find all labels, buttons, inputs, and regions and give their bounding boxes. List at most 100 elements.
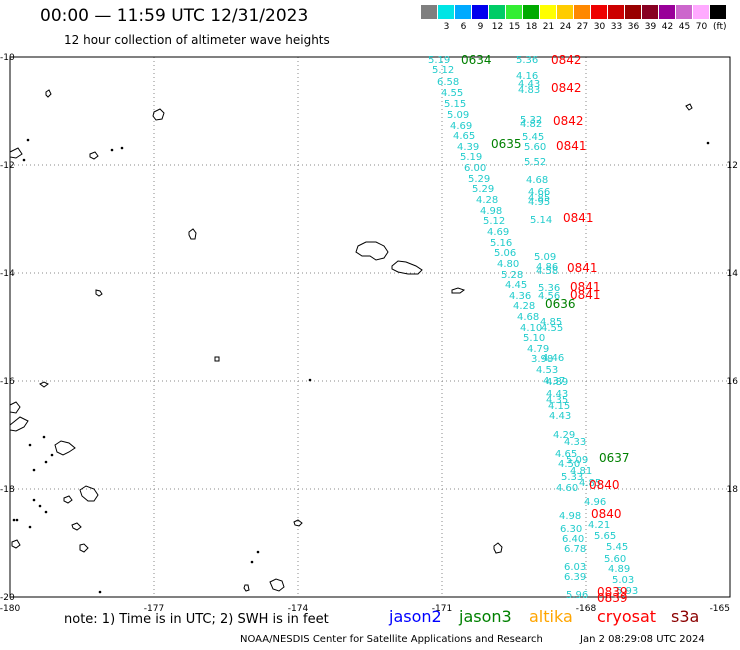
islet [12, 518, 16, 522]
swh-reading: 6.78 [564, 544, 586, 555]
swh-reading: 5.65 [594, 531, 616, 542]
swh-reading: 4.16 [516, 71, 538, 82]
island-outline [54, 440, 76, 456]
swh-reading: 6.39 [564, 572, 586, 583]
colorbar-cell [523, 5, 540, 19]
swh-reading: 4.66 [528, 187, 550, 198]
colorbar-tick-label: 30 [593, 22, 606, 32]
pass-time-label: 0637 [599, 451, 630, 465]
island-outline [214, 356, 220, 362]
island-outline [293, 519, 303, 527]
y-axis-label: -20 [0, 593, 15, 603]
swh-reading: 5.36 [538, 283, 560, 294]
pass-time-label: 0842 [551, 53, 582, 67]
swh-reading: 6.03 [564, 562, 586, 573]
colorbar-tick-label: 70 [695, 22, 708, 32]
colorbar-tick-label: 9 [477, 22, 484, 32]
legend-s3a: s3a [671, 607, 700, 626]
swh-reading: 5.45 [522, 132, 544, 143]
swh-reading: 5.19 [460, 152, 482, 163]
colorbar-tick-label: 33 [610, 22, 623, 32]
islet [42, 435, 46, 439]
swh-reading: 3.98 [531, 354, 553, 365]
swh-reading: 4.82 [520, 119, 542, 130]
pass-time-label: 0841 [556, 139, 587, 153]
units-note: note: 1) Time is in UTC; 2) SWH is in fe… [64, 612, 329, 627]
y-axis-label: -16 [0, 377, 15, 387]
island-outline [391, 260, 423, 275]
small-islets [12, 138, 710, 594]
swh-reading: 5.29 [472, 184, 494, 195]
island-outline [493, 542, 503, 554]
swh-reading: 5.12 [483, 216, 505, 227]
swh-reading: 4.56 [538, 291, 560, 302]
island-outline [39, 381, 49, 388]
swh-reading: 4.89 [608, 564, 630, 575]
swh-reading: 4.43 [546, 389, 568, 400]
islet [15, 518, 19, 522]
swh-reading: 6.30 [560, 524, 582, 535]
island-outline [9, 147, 23, 159]
swh-reading: 4.29 [553, 430, 575, 441]
pass-time-labels: 0634063506360637084208420842084108410841… [461, 53, 630, 605]
colorbar-tick-label: 24 [559, 22, 572, 32]
island-outline [9, 416, 29, 432]
colorbar-cell [472, 5, 489, 19]
y-axis-label: -14 [0, 269, 15, 279]
pass-time-label: 0840 [589, 478, 620, 492]
generated-timestamp: Jan 2 08:29:08 UTC 2024 [580, 634, 705, 645]
swh-reading: 5.15 [444, 99, 466, 110]
swh-reading: 5.93 [616, 586, 638, 597]
swh-reading: 4.98 [559, 511, 581, 522]
colorbar-cell [421, 5, 438, 19]
swh-reading: 4.28 [513, 301, 535, 312]
swh-reading: 5.09 [534, 252, 556, 263]
island-outline [95, 289, 103, 297]
pass-time-label: 0840 [591, 507, 622, 521]
island-outline [188, 228, 197, 240]
swh-reading: 5.03 [612, 575, 634, 586]
swh-reading: 4.68 [526, 175, 548, 186]
island-outline [269, 578, 285, 592]
colorbar-tick-labels: 3 6 9 12 15 18 21 24 27 30 33 36 39 42 45 70 [421, 22, 710, 32]
swh-reading: 4.15 [548, 401, 570, 412]
colorbar-cell [557, 5, 574, 19]
y-axis-label-right: 18 [727, 485, 739, 495]
island-outline [685, 103, 693, 111]
swh-reading: 4.95 [528, 197, 550, 208]
island-outline [355, 241, 389, 261]
islet [250, 560, 254, 564]
pass-time-label: 0841 [563, 211, 594, 225]
pass-time-label: 0636 [545, 297, 576, 311]
colorbar-cell [642, 5, 659, 19]
swh-reading: 5.19 [428, 55, 450, 66]
colorbar-cell [693, 5, 710, 19]
islet [28, 525, 32, 529]
swh-reading: 4.10 [520, 323, 542, 334]
islet [706, 141, 710, 145]
islet [44, 510, 48, 514]
islet [32, 468, 36, 472]
swh-readings: 5.195.126.584.555.155.094.694.654.395.19… [428, 55, 638, 601]
coastlines [9, 89, 693, 592]
pass-time-label: 0634 [461, 53, 492, 67]
swh-reading: 4.53 [536, 365, 558, 376]
swh-reading: 4.60 [556, 483, 578, 494]
colorbar-cell [591, 5, 608, 19]
colorbar-cell [438, 5, 455, 19]
pass-time-label: 0635 [491, 137, 522, 151]
swh-reading: 4.50 [558, 459, 580, 470]
islet [28, 443, 32, 447]
pass-time-label: 0842 [553, 114, 584, 128]
swh-reading: 4.85 [540, 317, 562, 328]
swh-reading: 4.98 [480, 206, 502, 217]
swh-reading: 5.33 [561, 472, 583, 483]
island-outline [79, 485, 99, 502]
swh-reading: 5.36 [516, 55, 538, 66]
swh-reading: 5.09 [566, 455, 588, 466]
x-axis-label: -174 [288, 604, 309, 614]
swh-reading: 4.65 [453, 131, 475, 142]
colorbar-cell [608, 5, 625, 19]
y-axis-label: -18 [0, 485, 15, 495]
swh-reading: 6.40 [562, 534, 584, 545]
